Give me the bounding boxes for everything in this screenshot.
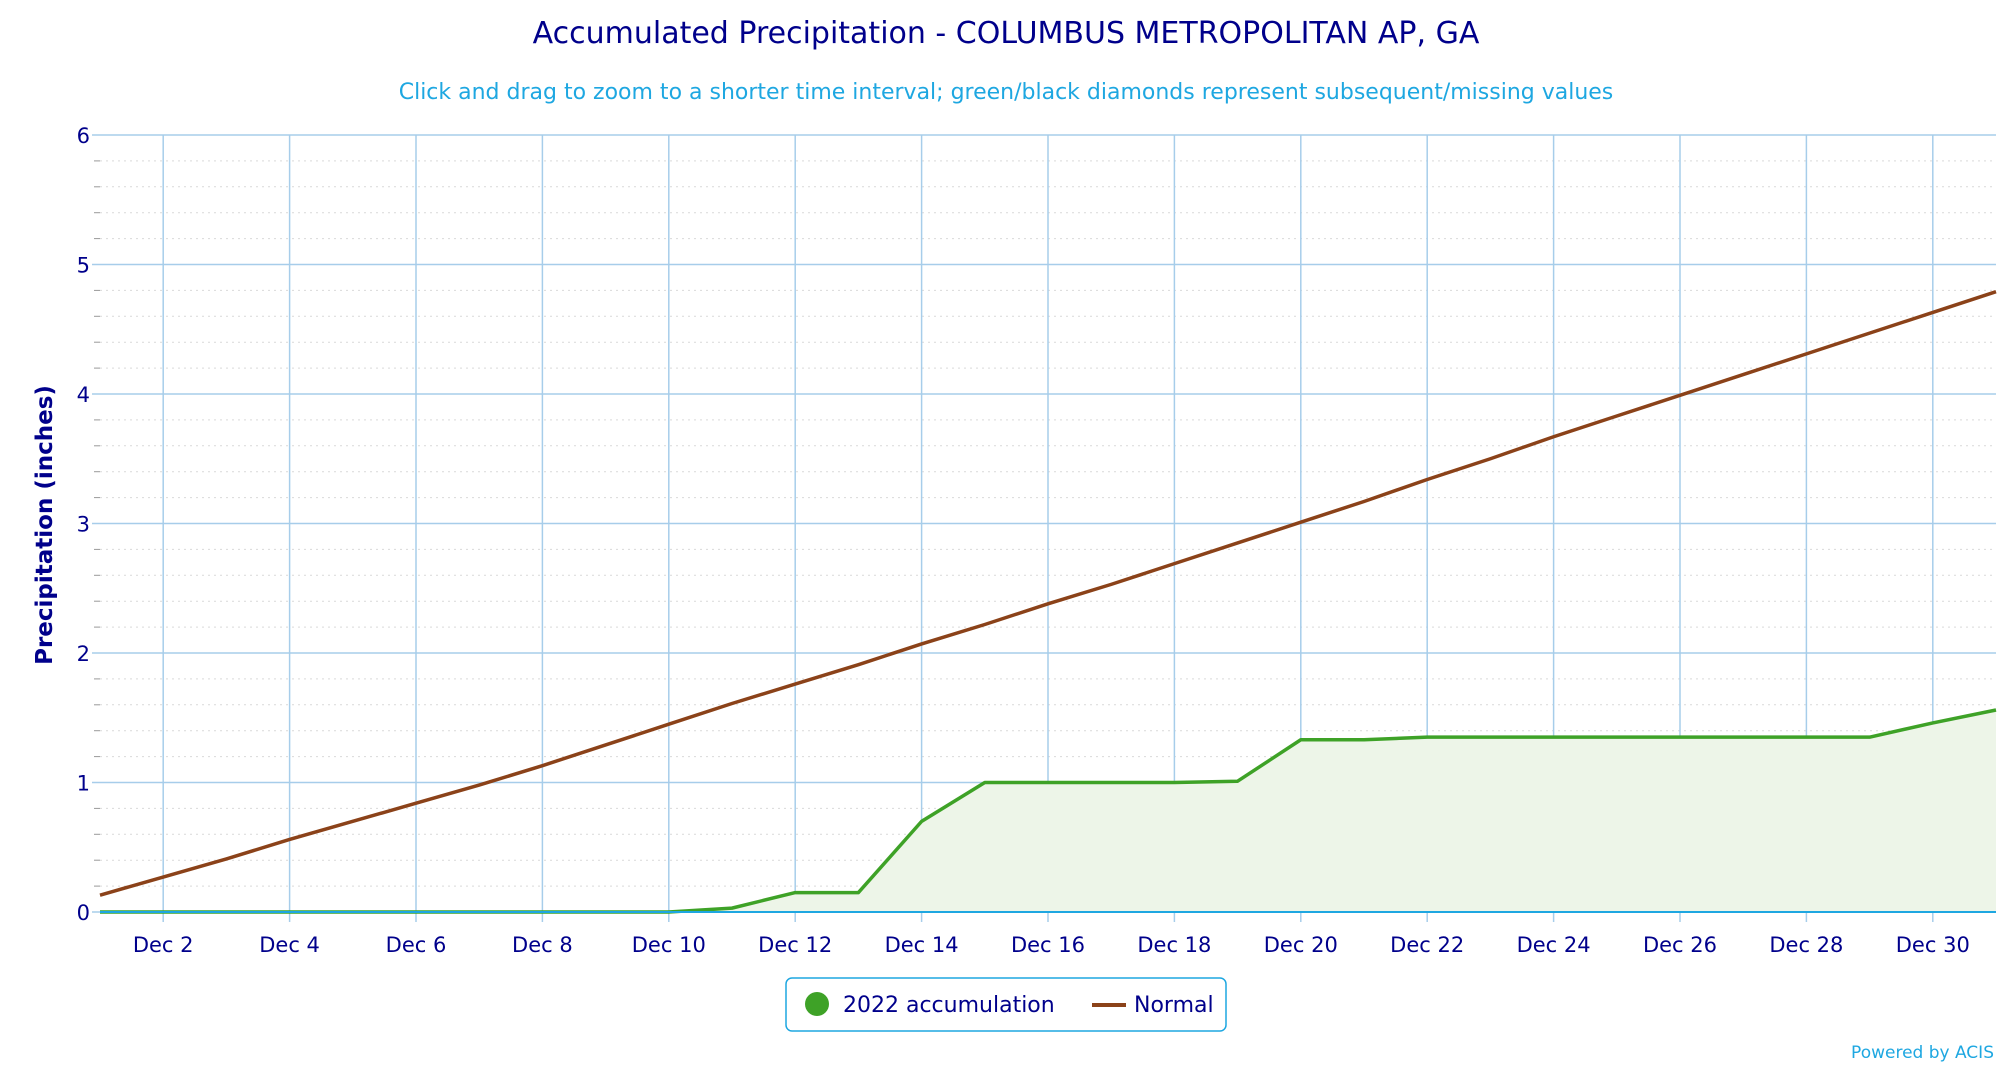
data-point-normal[interactable] [96,891,104,899]
legend-label-normal: Normal [1134,993,1214,1018]
x-tick-label: Dec 28 [1769,933,1843,957]
data-point-2022-accumulation[interactable] [1423,733,1431,741]
data-point-normal[interactable] [665,720,673,728]
data-point-2022-accumulation[interactable] [1297,736,1305,744]
x-tick-label: Dec 6 [386,933,447,957]
y-tick-label: 0 [77,901,90,925]
legend-item-normal[interactable]: Normal [1092,993,1214,1018]
y-tick-label: 3 [77,513,90,537]
data-point-2022-accumulation[interactable] [1992,706,2000,714]
data-point-normal[interactable] [222,855,230,863]
data-point-2022-accumulation[interactable] [1044,779,1052,787]
data-point-2022-accumulation[interactable] [1676,733,1684,741]
x-axis: Dec 2 Dec 4 Dec 6 Dec 8 Dec 10 Dec 12 Dec 14 De… [100,911,1996,957]
x-tick-label: Dec 2 [133,933,194,957]
data-point-normal[interactable] [981,621,989,629]
data-point-normal[interactable] [1802,350,1810,358]
data-point-2022-accumulation[interactable] [1866,733,1874,741]
data-point-normal[interactable] [1929,308,1937,316]
x-tick-label: Dec 8 [512,933,573,957]
legend-label-2022-accumulation: 2022 accumulation [843,993,1055,1018]
data-point-normal[interactable] [412,799,420,807]
data-point-normal[interactable] [159,873,167,881]
x-tick-label: Dec 10 [632,933,706,957]
data-point-normal[interactable] [1170,560,1178,568]
data-point-2022-accumulation[interactable] [1170,779,1178,787]
data-point-normal[interactable] [1360,497,1368,505]
data-point-2022-accumulation[interactable] [791,889,799,897]
data-point-normal[interactable] [1044,600,1052,608]
data-point-2022-accumulation[interactable] [728,904,736,912]
y-axis: 0 1 2 3 4 5 6 [77,124,90,925]
data-point-2022-accumulation[interactable] [1107,779,1115,787]
data-point-normal[interactable] [1423,475,1431,483]
series-line-normal[interactable] [99,290,1997,897]
data-point-normal[interactable] [475,781,483,789]
data-point-normal[interactable] [1297,518,1305,526]
data-point-2022-accumulation[interactable] [1486,733,1494,741]
legend-symbol-2022-accumulation [805,992,829,1016]
data-point-normal[interactable] [602,741,610,749]
data-point-normal[interactable] [918,640,926,648]
data-point-normal[interactable] [1866,329,1874,337]
data-point-normal[interactable] [1613,412,1621,420]
data-point-normal[interactable] [1486,455,1494,463]
data-point-normal[interactable] [349,817,357,825]
data-point-2022-accumulation[interactable] [1613,733,1621,741]
chart-title: Accumulated Precipitation - COLUMBUS MET… [533,16,1480,51]
data-point-2022-accumulation[interactable] [981,779,989,787]
data-point-2022-accumulation[interactable] [918,817,926,825]
data-point-2022-accumulation[interactable] [1802,733,1810,741]
x-tick-label: Dec 22 [1390,933,1464,957]
x-tick-label: Dec 4 [259,933,320,957]
y-tick-label: 4 [77,383,90,407]
y-tick-label: 2 [77,642,90,666]
data-point-2022-accumulation[interactable] [1929,719,1937,727]
x-tick-label: Dec 18 [1137,933,1211,957]
x-tick-label: Dec 30 [1896,933,1970,957]
x-tick-label: Dec 20 [1264,933,1338,957]
data-point-2022-accumulation[interactable] [1234,777,1242,785]
legend: 2022 accumulation Normal [785,977,1227,1032]
x-tick-label: Dec 24 [1517,933,1591,957]
data-point-normal[interactable] [791,680,799,688]
data-point-normal[interactable] [286,835,294,843]
y-tick-label: 5 [77,254,90,278]
x-tick-label: Dec 12 [758,933,832,957]
series-area-2022-accumulation [100,709,1996,912]
data-point-2022-accumulation[interactable] [1360,736,1368,744]
legend-item-2022-accumulation[interactable]: 2022 accumulation [805,992,1055,1018]
data-point-normal[interactable] [1550,433,1558,441]
legend-box [785,977,1227,1032]
data-point-normal[interactable] [538,762,546,770]
x-tick-label: Dec 16 [1011,933,1085,957]
data-point-normal[interactable] [1234,539,1242,547]
chart-subtitle: Click and drag to zoom to a shorter time… [399,80,1614,105]
x-tick-label: Dec 26 [1643,933,1717,957]
data-point-2022-accumulation[interactable] [854,889,862,897]
data-point-2022-accumulation[interactable] [1739,733,1747,741]
y-tick-label: 1 [77,772,90,796]
data-point-normal[interactable] [854,661,862,669]
y-tick-label: 6 [77,124,90,148]
x-tick-label: Dec 14 [885,933,959,957]
data-point-2022-accumulation[interactable] [1550,733,1558,741]
data-point-normal[interactable] [1676,391,1684,399]
data-point-normal[interactable] [1107,580,1115,588]
y-axis-title: Precipitation (inches) [32,385,58,665]
data-point-normal[interactable] [1992,288,2000,296]
data-point-normal[interactable] [728,700,736,708]
credits-link[interactable]: Powered by ACIS [1851,1043,1994,1063]
data-point-normal[interactable] [1739,371,1747,379]
